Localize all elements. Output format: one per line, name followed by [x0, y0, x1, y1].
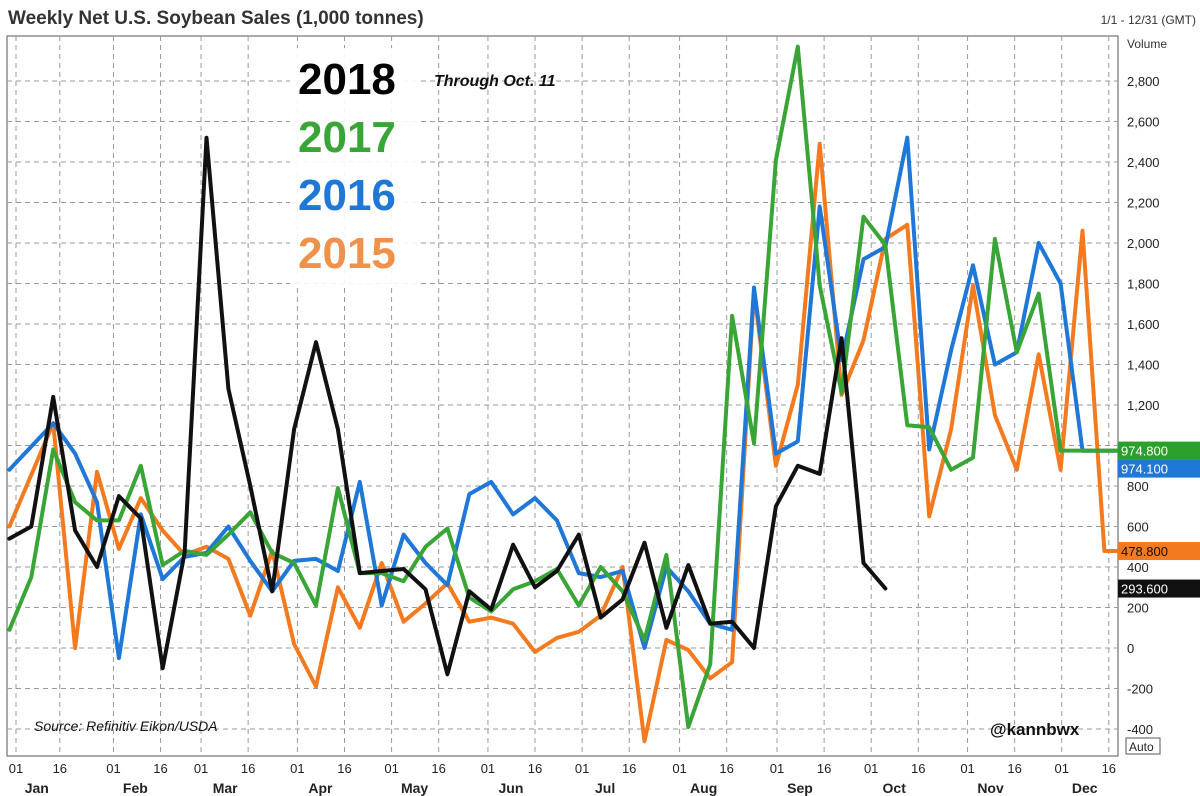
last-value-tag-text: 974.100: [1121, 462, 1168, 477]
y-tick-label: 2,600: [1127, 115, 1160, 130]
month-label: Jun: [498, 780, 523, 796]
y-tick-label: 0: [1127, 641, 1134, 656]
x-tick-label: 16: [719, 761, 733, 776]
x-tick-label: 01: [9, 761, 23, 776]
x-tick-label: 16: [431, 761, 445, 776]
x-tick-label: 16: [53, 761, 67, 776]
last-value-tag-2015: 478.800: [1118, 542, 1200, 561]
source-annotation: Source: Refinitiv Eikon/USDA: [34, 718, 218, 734]
auto-scale-button-frame[interactable]: [1125, 737, 1161, 755]
legend-item-2017: 2017: [298, 113, 396, 162]
last-value-tag-bg: [1118, 542, 1200, 561]
volume-axis-label: Volume: [1127, 37, 1167, 51]
chart-title: Weekly Net U.S. Soybean Sales (1,000 ton…: [8, 8, 424, 29]
x-tick-label: 01: [384, 761, 398, 776]
y-tick-label: 2,400: [1127, 155, 1160, 170]
x-tick-label: 01: [1054, 761, 1068, 776]
auto-scale-button-label[interactable]: Auto: [1129, 740, 1154, 754]
x-tick-label: 16: [241, 761, 255, 776]
y-tick-label: -400: [1127, 722, 1153, 737]
month-label: Nov: [977, 780, 1004, 796]
month-label: Apr: [308, 780, 333, 796]
legend-item-2018: 2018: [298, 55, 396, 104]
month-label: Jan: [25, 780, 49, 796]
month-label: Aug: [690, 780, 717, 796]
y-tick-label: 2,800: [1127, 74, 1160, 89]
through-date-annotation: Through Oct. 11: [434, 73, 556, 90]
x-tick-label: 16: [817, 761, 831, 776]
month-label: Sep: [787, 780, 813, 796]
last-value-tag-bg: [1118, 459, 1200, 478]
series-line-2017: [7, 44, 1129, 729]
x-tick-label: 16: [528, 761, 542, 776]
legend: 2018 2017 2016 2015: [290, 48, 418, 286]
x-tick-label: 16: [153, 761, 167, 776]
x-axis: 01 16 01 16 01 16 01 16 01 16 01 16 01 16 01 16 01 16 01 16…: [9, 761, 1116, 796]
legend-background: [290, 48, 418, 286]
y-tick-label: 1,800: [1127, 277, 1160, 292]
last-value-tag-text: 293.600: [1121, 582, 1168, 597]
y-tick-label: 1,400: [1127, 358, 1160, 373]
month-label: May: [401, 780, 428, 796]
last-value-tag-2017: 974.800: [1118, 441, 1200, 460]
y-tick-label: 2,200: [1127, 196, 1160, 211]
legend-item-2015: 2015: [298, 229, 396, 278]
x-tick-label: 16: [1007, 761, 1021, 776]
author-handle: @kannbwx: [990, 720, 1080, 739]
last-value-tag-2016: 974.100: [1118, 459, 1200, 478]
x-tick-label: 16: [911, 761, 925, 776]
x-tick-label: 01: [672, 761, 686, 776]
last-value-tag-bg: [1118, 441, 1200, 460]
y-tick-label: 200: [1127, 601, 1149, 616]
y-tick-label: 2,000: [1127, 236, 1160, 251]
x-tick-label: 16: [622, 761, 636, 776]
x-tick-label: 01: [106, 761, 120, 776]
month-label: Mar: [213, 780, 238, 796]
month-label: Oct: [883, 780, 907, 796]
x-tick-label: 16: [1102, 761, 1116, 776]
y-tick-label: 800: [1127, 479, 1149, 494]
y-tick-label: 400: [1127, 560, 1149, 575]
x-tick-label: 01: [960, 761, 974, 776]
x-tick-label: 16: [337, 761, 351, 776]
x-tick-label: 01: [194, 761, 208, 776]
date-range-label: 1/1 - 12/31 (GMT): [1101, 13, 1196, 27]
month-label: Jul: [595, 780, 615, 796]
x-tick-label: 01: [575, 761, 589, 776]
y-tick-label: 1,200: [1127, 398, 1160, 413]
series-line-2018: [7, 135, 888, 677]
x-tick-label: 01: [290, 761, 304, 776]
legend-item-2016: 2016: [298, 171, 396, 220]
auto-scale-button[interactable]: Auto: [1125, 737, 1161, 755]
last-value-tag-text: 974.800: [1121, 444, 1168, 459]
y-tick-label: 1,600: [1127, 317, 1160, 332]
last-value-tag-bg: [1118, 579, 1200, 598]
series-line-2016: [7, 135, 1129, 661]
x-tick-label: 01: [770, 761, 784, 776]
series-line-2015: [7, 141, 1151, 744]
series-layer: [7, 44, 1151, 744]
y-tick-label: -200: [1127, 682, 1153, 697]
month-label: Feb: [123, 780, 148, 796]
last-value-tag-2018: 293.600: [1118, 579, 1200, 598]
y-axis: -400-20002004006008001,0001,2001,4001,60…: [1127, 74, 1160, 737]
y-tick-label: 600: [1127, 520, 1149, 535]
x-tick-label: 01: [481, 761, 495, 776]
x-tick-label: 01: [864, 761, 878, 776]
last-value-tag-text: 478.800: [1121, 544, 1168, 559]
month-label: Dec: [1072, 780, 1098, 796]
last-value-labels: 974.800 974.100 478.800 293.600: [1118, 441, 1200, 598]
